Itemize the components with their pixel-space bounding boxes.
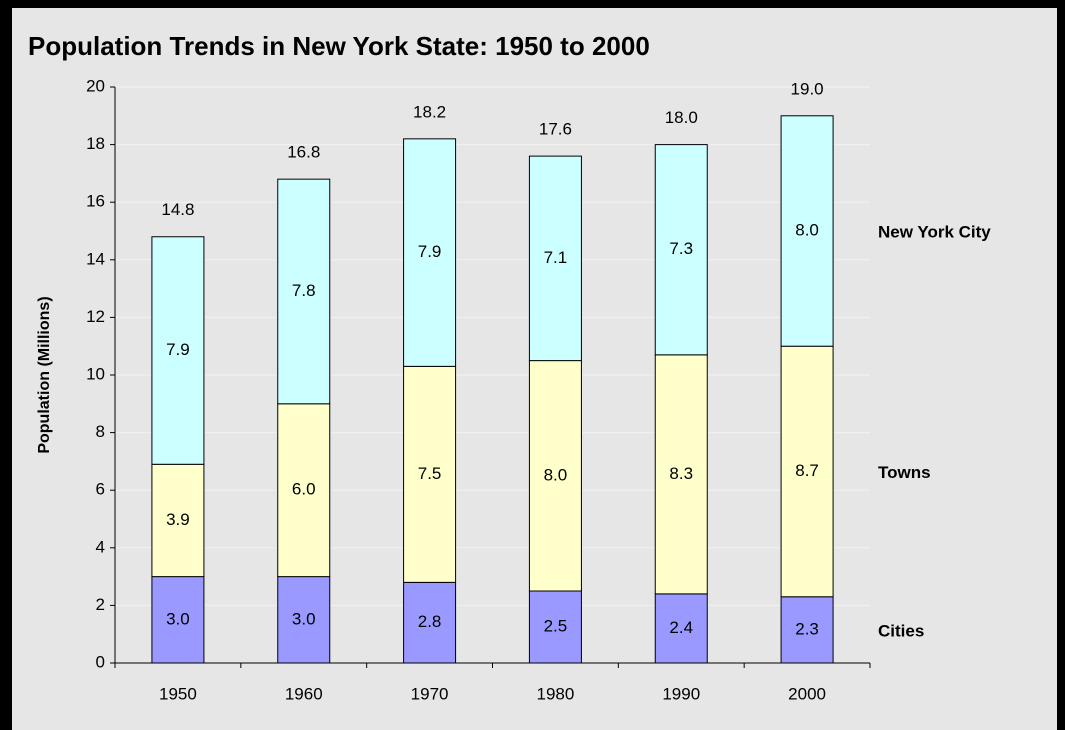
data-label: 6.0: [292, 480, 316, 499]
data-label: 7.9: [166, 340, 190, 359]
x-tick-label: 1990: [662, 684, 700, 703]
data-label: 8.3: [669, 464, 693, 483]
y-tick-label: 12: [86, 307, 105, 326]
data-label: 8.0: [795, 220, 819, 239]
bar-segment: [277, 178, 331, 405]
data-label: 7.5: [418, 464, 442, 483]
total-label: 17.6: [539, 120, 572, 139]
y-tick-label: 10: [86, 364, 105, 383]
bar-segment: [403, 581, 457, 664]
data-label: 3.9: [166, 510, 190, 529]
total-label: 19.0: [791, 79, 824, 98]
bar-segment: [528, 360, 582, 592]
x-tick-label: 2000: [788, 684, 826, 703]
y-tick-label: 8: [96, 422, 105, 441]
y-tick-label: 6: [96, 480, 105, 499]
y-axis-label: Population (Millions): [36, 296, 53, 453]
total-label: 18.2: [413, 102, 446, 121]
total-label: 18.0: [665, 108, 698, 127]
data-label: 3.0: [166, 609, 190, 628]
data-label: 7.3: [669, 239, 693, 258]
legend-label: Towns: [878, 463, 931, 482]
x-tick-label: 1980: [537, 684, 575, 703]
data-label: 2.4: [669, 618, 693, 637]
y-tick-label: 0: [96, 652, 105, 671]
bar-segment: [151, 463, 205, 578]
data-label: 8.0: [544, 465, 568, 484]
data-label: 7.8: [292, 281, 316, 300]
y-tick-label: 18: [86, 134, 105, 153]
bar-segment: [277, 403, 331, 578]
y-tick-label: 16: [86, 192, 105, 211]
x-tick-label: 1970: [411, 684, 449, 703]
bar-segment: [654, 593, 708, 664]
data-label: 7.1: [544, 248, 568, 267]
bar-segment: [654, 144, 708, 356]
data-label: 2.3: [795, 619, 819, 638]
bar-segment: [277, 576, 331, 664]
x-tick-label: 1950: [159, 684, 197, 703]
legend-label: Cities: [878, 621, 924, 640]
data-label: 3.0: [292, 609, 316, 628]
total-label: 14.8: [161, 200, 194, 219]
data-label: 2.8: [418, 612, 442, 631]
legend-label: New York City: [878, 222, 991, 241]
bar-segment: [780, 345, 834, 598]
bar-segment: [403, 138, 457, 367]
chart-title: Population Trends in New York State: 195…: [28, 31, 650, 61]
bar-segment: [151, 236, 205, 465]
bar-segment: [654, 354, 708, 595]
bar-segment: [780, 115, 834, 347]
total-label: 16.8: [287, 143, 320, 162]
y-tick-label: 4: [96, 537, 105, 556]
data-label: 2.5: [544, 616, 568, 635]
y-tick-label: 14: [86, 249, 105, 268]
x-tick-label: 1960: [285, 684, 323, 703]
bar-segment: [528, 155, 582, 362]
data-label: 8.7: [795, 461, 819, 480]
data-label: 7.9: [418, 242, 442, 261]
y-tick-label: 20: [86, 76, 105, 95]
y-tick-label: 2: [96, 595, 105, 614]
